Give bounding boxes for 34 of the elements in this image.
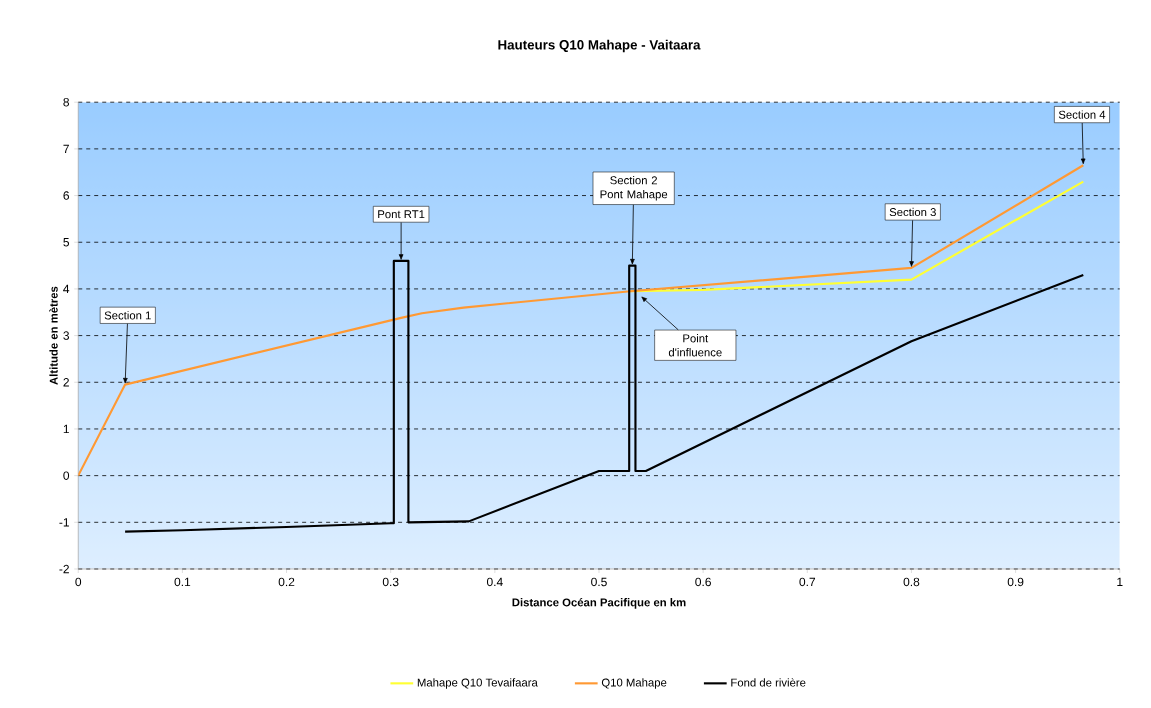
y-tick-label: -2	[59, 564, 69, 574]
y-tick-label: 7	[63, 144, 69, 153]
x-tick-label: 0	[75, 577, 82, 587]
legend-label: Q10 Mahape	[601, 678, 667, 689]
x-tick-label: 0.4	[486, 577, 503, 587]
y-tick-label: 6	[63, 191, 70, 200]
y-tick-label: 2	[63, 377, 69, 387]
y-tick-label: 8	[63, 97, 70, 107]
x-axis-title: Distance Océan Pacifique en km	[512, 597, 686, 609]
y-tick-label: 0	[63, 471, 70, 480]
y-tick-label: 3	[63, 331, 70, 340]
x-tick-label: 0.9	[1007, 577, 1024, 587]
x-tick-label: 0.8	[903, 577, 920, 587]
chart-title: Hauteurs Q10 Mahape - Vaitaara	[498, 39, 701, 53]
legend-label: Mahape Q10 Tevaifaara	[417, 678, 538, 689]
x-tick-label: 0.1	[174, 577, 191, 587]
legend-label: Fond de rivière	[731, 678, 806, 687]
y-tick-label: 4	[63, 284, 70, 293]
y-axis-title: Altitude en mètres	[49, 286, 58, 385]
x-tick-label: 0.5	[591, 577, 607, 587]
annotation: Section 3	[889, 207, 936, 216]
x-tick-label: 0.2	[278, 577, 295, 587]
annotation: Point d'influence	[668, 333, 722, 357]
annotation: Pont RT1	[378, 210, 425, 219]
annotation: Section 2 Pont Mahape	[600, 175, 668, 201]
y-tick-label: 1	[63, 424, 69, 433]
y-tick-label: 5	[63, 237, 70, 247]
x-tick-label: 0.7	[799, 577, 816, 587]
annotation: Section 1	[104, 311, 151, 320]
x-tick-label: 0.6	[695, 577, 711, 587]
y-tick-label: -1	[59, 518, 69, 527]
x-tick-label: 0.3	[382, 577, 399, 587]
annotation: Section 4	[1058, 110, 1106, 119]
x-tick-label: 1	[1117, 577, 1123, 586]
